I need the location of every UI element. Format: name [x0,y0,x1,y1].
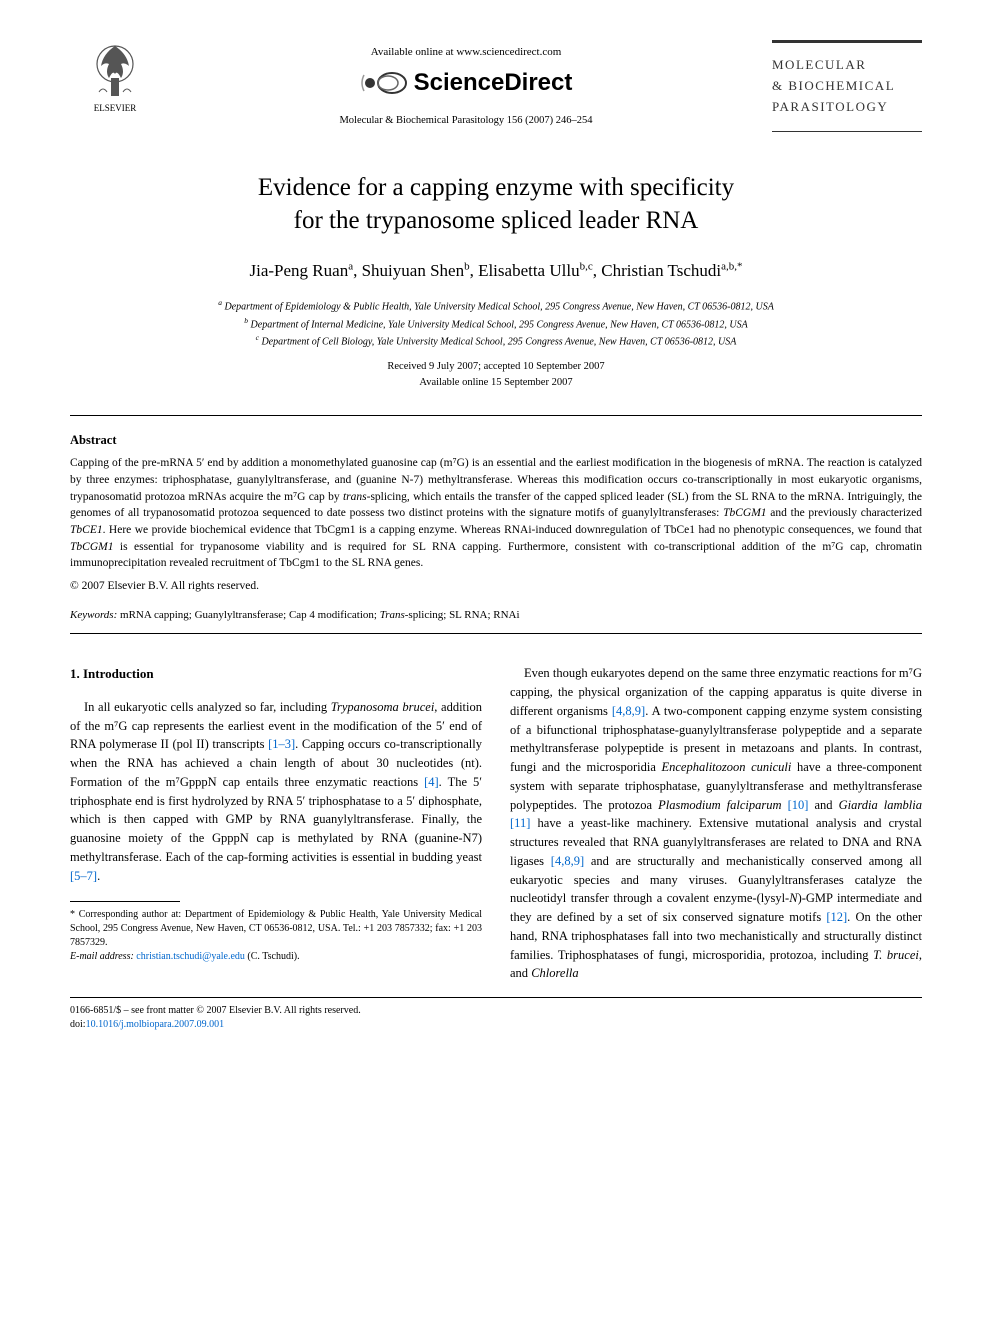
sciencedirect-swirl-icon [360,67,408,99]
header-row: ELSEVIER Available online at www.science… [70,40,922,132]
available-online-text: Available online at www.sciencedirect.co… [160,45,772,60]
body-columns: 1. Introduction In all eukaryotic cells … [70,664,922,983]
sciencedirect-logo: ScienceDirect [160,66,772,100]
keywords: Keywords: mRNA capping; Guanylyltransfer… [70,608,922,623]
intro-para-1: In all eukaryotic cells analyzed so far,… [70,698,482,886]
journal-box-rule [772,131,922,132]
right-column: Even though eukaryotes depend on the sam… [510,664,922,983]
title-line1: Evidence for a capping enzyme with speci… [258,174,734,201]
sciencedirect-text: ScienceDirect [414,66,573,100]
email-label: E-mail address: [70,951,134,962]
email-address[interactable]: christian.tschudi@yale.edu [136,951,245,962]
authors: Jia-Peng Ruana, Shuiyuan Shenb, Elisabet… [70,259,922,283]
intro-para-2: Even though eukaryotes depend on the sam… [510,664,922,983]
front-matter-line: 0166-6851/$ – see front matter © 2007 El… [70,1004,922,1018]
elsevier-tree-icon [85,40,145,100]
affiliation-b: b Department of Internal Medicine, Yale … [70,315,922,332]
journal-line1: MOLECULAR [772,55,922,76]
doi-label: doi: [70,1019,86,1030]
footnote-separator [70,901,180,902]
email-suffix: (C. Tschudi). [247,951,299,962]
email-line: E-mail address: christian.tschudi@yale.e… [70,950,482,964]
abstract-copyright: © 2007 Elsevier B.V. All rights reserved… [70,578,922,594]
center-header: Available online at www.sciencedirect.co… [160,40,772,129]
title-line2: for the trypanosome spliced leader RNA [294,207,699,234]
doi-line: doi:10.1016/j.molbiopara.2007.09.001 [70,1018,922,1032]
corresponding-text: * Corresponding author at: Department of… [70,908,482,950]
corresponding-author-footnote: * Corresponding author at: Department of… [70,908,482,964]
keywords-label: Keywords: [70,609,117,621]
article-title: Evidence for a capping enzyme with speci… [130,172,862,237]
available-date: Available online 15 September 2007 [70,375,922,391]
abstract-label: Abstract [70,432,922,450]
divider-bottom [70,633,922,634]
dates: Received 9 July 2007; accepted 10 Septem… [70,359,922,391]
abstract-text: Capping of the pre-mRNA 5′ end by additi… [70,455,922,572]
elsevier-logo: ELSEVIER [70,40,160,115]
section-1-heading: 1. Introduction [70,664,482,684]
elsevier-text: ELSEVIER [94,102,137,115]
affiliations: a Department of Epidemiology & Public He… [70,297,922,349]
doi-link[interactable]: 10.1016/j.molbiopara.2007.09.001 [86,1019,225,1030]
affiliation-c: c Department of Cell Biology, Yale Unive… [70,332,922,349]
affiliation-a: a Department of Epidemiology & Public He… [70,297,922,314]
journal-name-box: MOLECULAR & BIOCHEMICAL PARASITOLOGY [772,40,922,132]
divider-top [70,415,922,416]
bottom-separator [70,997,922,998]
citation-text: Molecular & Biochemical Parasitology 156… [160,114,772,129]
left-column: 1. Introduction In all eukaryotic cells … [70,664,482,983]
journal-line2: & BIOCHEMICAL [772,76,922,97]
received-date: Received 9 July 2007; accepted 10 Septem… [70,359,922,375]
bottom-info: 0166-6851/$ – see front matter © 2007 El… [70,1004,922,1032]
journal-line3: PARASITOLOGY [772,97,922,118]
keywords-text: mRNA capping; Guanylyltransferase; Cap 4… [120,609,520,621]
